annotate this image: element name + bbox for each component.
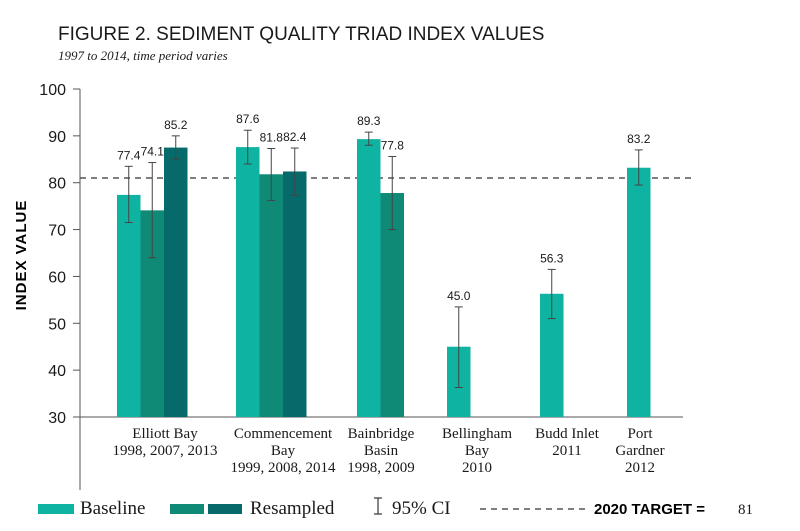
legend-label-target: 2020 TARGET = bbox=[594, 501, 705, 518]
y-tick-label: 60 bbox=[48, 269, 66, 286]
bar bbox=[627, 167, 651, 417]
y-tick-label: 50 bbox=[48, 316, 66, 333]
category-label: 2012 bbox=[625, 460, 655, 476]
bar bbox=[117, 194, 141, 417]
chart-subtitle: 1997 to 2014, time period varies bbox=[58, 48, 228, 63]
bar bbox=[357, 139, 381, 417]
y-tick-label: 100 bbox=[39, 82, 66, 99]
legend: Baseline Resampled 95% CI 2020 TARGET = … bbox=[38, 497, 753, 519]
category-label: Budd Inlet bbox=[535, 426, 600, 442]
chart-title: FIGURE 2. SEDIMENT QUALITY TRIAD INDEX V… bbox=[58, 24, 544, 45]
y-tick-label: 70 bbox=[48, 223, 66, 240]
y-tick-label: 40 bbox=[48, 363, 66, 380]
data-label: 85.2 bbox=[164, 118, 188, 132]
y-tick-label: 90 bbox=[48, 129, 66, 146]
legend-swatch-resampled-1 bbox=[170, 504, 204, 514]
category-label: 2010 bbox=[462, 460, 492, 476]
data-label: 83.2 bbox=[627, 132, 651, 146]
data-label: 77.4 bbox=[117, 148, 141, 162]
bar bbox=[236, 147, 260, 418]
category-label: Bainbridge bbox=[348, 426, 415, 442]
data-label: 74.1 bbox=[141, 145, 165, 159]
data-label: 45.0 bbox=[447, 289, 471, 303]
legend-swatch-resampled-2 bbox=[208, 504, 242, 514]
error-bar-icon bbox=[374, 497, 382, 515]
category-label: Gardner bbox=[615, 443, 664, 459]
bar bbox=[283, 171, 307, 417]
category-label: Bellingham bbox=[442, 426, 512, 442]
legend-swatch-baseline bbox=[38, 504, 74, 514]
data-label: 87.6 bbox=[236, 112, 260, 126]
bar bbox=[259, 174, 283, 417]
category-label: Commencement bbox=[234, 426, 333, 442]
bar bbox=[164, 147, 188, 418]
category-label: Port bbox=[627, 426, 653, 442]
bars-group: 77.4 74.1 85.2 87.681.8 82.4 89.377.8 45.0 56.3… bbox=[117, 112, 651, 418]
category-label: 2011 bbox=[552, 443, 581, 459]
data-label: 89.3 bbox=[357, 114, 381, 128]
legend-label-baseline: Baseline bbox=[80, 498, 145, 519]
legend-label-ci: 95% CI bbox=[392, 498, 451, 519]
category-label: 1999, 2008, 2014 bbox=[231, 460, 337, 476]
data-label: 56.3 bbox=[540, 251, 564, 265]
category-label: 1998, 2007, 2013 bbox=[113, 443, 218, 459]
category-label: Basin bbox=[364, 443, 399, 459]
y-axis-label: INDEX VALUE bbox=[13, 200, 30, 311]
bar bbox=[540, 293, 564, 417]
data-label: 81.8 bbox=[260, 131, 284, 145]
y-tick-label: 80 bbox=[48, 176, 66, 193]
data-label: 82.4 bbox=[283, 130, 307, 144]
category-label: Bay bbox=[465, 443, 490, 459]
category-label: Bay bbox=[271, 443, 296, 459]
category-label: Elliott Bay bbox=[132, 426, 198, 442]
legend-target-value: 81 bbox=[738, 502, 753, 518]
category-label: 1998, 2009 bbox=[347, 460, 415, 476]
y-tick-label: 30 bbox=[48, 410, 66, 427]
legend-label-resampled: Resampled bbox=[250, 498, 335, 519]
bar bbox=[380, 193, 404, 417]
data-label: 77.8 bbox=[381, 138, 405, 152]
bar bbox=[140, 210, 164, 417]
